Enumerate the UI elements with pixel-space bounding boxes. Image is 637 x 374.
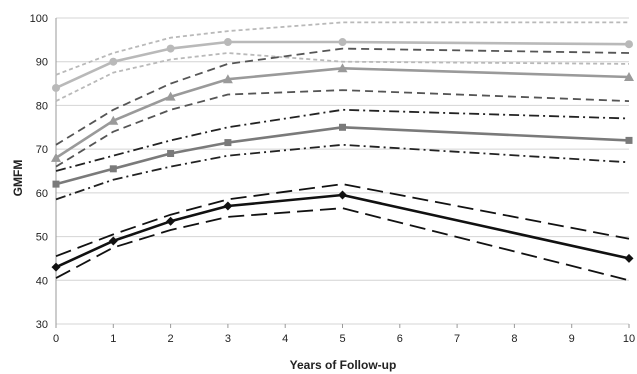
circle-marker [223,38,232,47]
diamond-marker [338,190,347,200]
series-line-10 [55,193,630,269]
series-line-3 [55,52,630,102]
x-axis-title: Years of Follow-up [290,358,397,372]
y-tick-label: 70 [36,144,48,156]
circle-marker [52,83,60,92]
diamond-marker [223,201,233,211]
x-axis-ticks: 0 1 2 3 4 5 6 7 8 9 10 [53,324,635,345]
markers-group [51,38,634,272]
square-marker [224,139,232,147]
triangle-marker [222,74,233,84]
y-tick-label: 60 [36,188,48,200]
x-tick-label: 9 [569,333,575,345]
square-marker [625,136,633,144]
series-group [55,21,630,282]
diamond-marker [51,262,61,272]
square-marker [339,123,346,131]
circle-marker [166,44,175,53]
x-tick-label: 0 [53,333,59,345]
triangle-marker [165,91,176,101]
triangle-marker [624,72,634,82]
series-line-4 [55,67,630,159]
series-line-7 [55,126,630,186]
x-tick-label: 2 [168,333,174,345]
y-axis-ticks: 30 40 50 60 70 80 90 100 [30,13,48,331]
y-tick-label: 40 [36,275,48,287]
series-line-11 [55,183,630,258]
series-line-8 [55,108,630,172]
y-tick-label: 90 [36,57,48,69]
square-marker [52,180,60,188]
x-tick-label: 1 [110,333,116,345]
x-tick-label: 6 [397,333,403,345]
diamond-marker [624,253,634,263]
y-tick-label: 30 [36,319,48,331]
x-tick-label: 4 [282,333,288,345]
square-marker [167,150,175,158]
x-tick-label: 3 [225,333,231,345]
triangle-marker [108,115,119,125]
square-marker [109,165,117,173]
series-line-2 [55,21,629,76]
series-line-12 [55,207,630,282]
series-line-1 [55,40,630,90]
x-tick-label: 7 [454,333,460,345]
series-line-6 [55,89,630,168]
y-tick-label: 80 [36,100,48,112]
y-tick-label: 50 [36,232,48,244]
series-line-5 [55,47,630,146]
circle-marker [625,40,633,49]
x-tick-label: 8 [511,333,517,345]
diamond-marker [166,216,176,226]
series-line-9 [55,143,630,201]
triangle-marker [337,63,348,73]
diamond-marker [108,236,118,246]
y-tick-label: 100 [30,13,48,25]
y-axis-title: GMFM [11,160,25,197]
x-tick-label: 10 [623,333,635,345]
x-tick-label: 5 [339,333,345,345]
circle-marker [109,57,118,66]
circle-marker [338,38,347,47]
triangle-marker [51,152,61,162]
